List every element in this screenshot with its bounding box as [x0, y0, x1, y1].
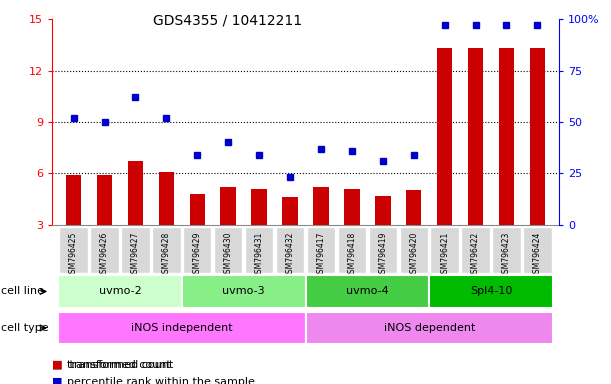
FancyBboxPatch shape: [338, 227, 366, 273]
Bar: [189, 194, 205, 225]
Bar: [66, 175, 81, 225]
FancyBboxPatch shape: [461, 227, 490, 273]
Text: GSM796419: GSM796419: [378, 232, 387, 278]
Bar: [375, 195, 390, 225]
FancyBboxPatch shape: [121, 227, 150, 273]
Bar: [97, 175, 112, 225]
Bar: [128, 161, 143, 225]
Bar: [159, 172, 174, 225]
Text: cell line: cell line: [1, 286, 44, 296]
Text: GSM796426: GSM796426: [100, 232, 109, 278]
Text: percentile rank within the sample: percentile rank within the sample: [67, 377, 255, 384]
FancyBboxPatch shape: [58, 312, 306, 344]
FancyBboxPatch shape: [368, 227, 397, 273]
FancyBboxPatch shape: [59, 227, 88, 273]
Text: GSM796422: GSM796422: [471, 232, 480, 278]
Bar: [468, 48, 483, 225]
FancyBboxPatch shape: [245, 227, 273, 273]
Text: GSM796429: GSM796429: [193, 232, 202, 278]
Text: GSM796417: GSM796417: [316, 232, 326, 278]
Text: iNOS independent: iNOS independent: [131, 323, 233, 333]
FancyBboxPatch shape: [182, 275, 306, 308]
Text: uvmo-3: uvmo-3: [222, 286, 265, 296]
FancyBboxPatch shape: [523, 227, 552, 273]
FancyBboxPatch shape: [152, 227, 181, 273]
Text: GSM796427: GSM796427: [131, 232, 140, 278]
Text: Spl4-10: Spl4-10: [470, 286, 512, 296]
FancyBboxPatch shape: [306, 312, 553, 344]
Text: cell type: cell type: [1, 323, 49, 333]
Bar: [282, 197, 298, 225]
Text: ■  transformed count: ■ transformed count: [52, 360, 173, 370]
FancyBboxPatch shape: [276, 227, 304, 273]
Text: GSM796418: GSM796418: [348, 232, 356, 278]
Bar: [437, 48, 452, 225]
FancyBboxPatch shape: [58, 275, 182, 308]
Bar: [251, 189, 267, 225]
Text: GSM796420: GSM796420: [409, 232, 418, 278]
Text: GSM796428: GSM796428: [162, 232, 171, 278]
Text: ■: ■: [52, 360, 62, 370]
Bar: [530, 48, 545, 225]
Bar: [344, 189, 360, 225]
Text: uvmo-4: uvmo-4: [346, 286, 389, 296]
Text: GSM796421: GSM796421: [440, 232, 449, 278]
Text: iNOS dependent: iNOS dependent: [384, 323, 475, 333]
FancyBboxPatch shape: [400, 227, 428, 273]
Text: GSM796425: GSM796425: [69, 232, 78, 278]
Bar: [313, 187, 329, 225]
FancyBboxPatch shape: [430, 227, 459, 273]
FancyBboxPatch shape: [429, 275, 553, 308]
Text: uvmo-2: uvmo-2: [98, 286, 141, 296]
Bar: [499, 48, 514, 225]
Text: transformed count: transformed count: [67, 360, 171, 370]
FancyBboxPatch shape: [214, 227, 243, 273]
Text: ■: ■: [52, 377, 62, 384]
FancyBboxPatch shape: [306, 275, 429, 308]
FancyBboxPatch shape: [183, 227, 211, 273]
Text: GSM796423: GSM796423: [502, 232, 511, 278]
FancyBboxPatch shape: [492, 227, 521, 273]
Text: GDS4355 / 10412211: GDS4355 / 10412211: [153, 13, 302, 27]
Bar: [406, 190, 422, 225]
Text: GSM796432: GSM796432: [285, 232, 295, 278]
FancyBboxPatch shape: [307, 227, 335, 273]
FancyBboxPatch shape: [90, 227, 119, 273]
Bar: [221, 187, 236, 225]
Text: GSM796430: GSM796430: [224, 232, 233, 278]
Text: GSM796431: GSM796431: [255, 232, 263, 278]
Text: GSM796424: GSM796424: [533, 232, 542, 278]
